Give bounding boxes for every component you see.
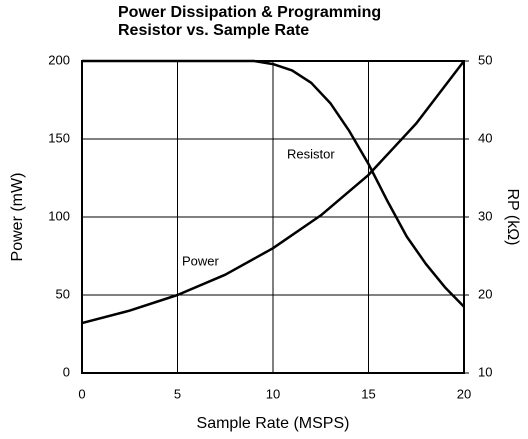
y2-tick-label: 10 (478, 364, 492, 379)
x-tick-label: 15 (361, 386, 375, 401)
y2-tick-label: 30 (478, 208, 492, 223)
series-label: Power (182, 253, 220, 268)
x-tick-label: 20 (457, 386, 471, 401)
series-line (81, 60, 465, 325)
series-label: Resistor (287, 146, 335, 161)
y2-tick-label: 20 (478, 286, 492, 301)
chart-title: Resistor vs. Sample Rate (118, 22, 309, 39)
y-tick-label: 200 (48, 52, 70, 67)
y2-tick-label: 50 (478, 52, 492, 67)
plot-frame (81, 60, 465, 374)
y2-tick-label: 40 (478, 130, 492, 145)
series-line (82, 59, 465, 308)
x-tick-label: 5 (174, 386, 181, 401)
x-axis-label: Sample Rate (MSPS) (197, 415, 350, 432)
y-axis-label: Power (mW) (9, 173, 26, 262)
y-tick-label: 100 (48, 208, 70, 223)
x-tick-label: 0 (78, 386, 85, 401)
x-tick-label: 10 (266, 386, 280, 401)
y2-axis-label: RP (kΩ) (504, 189, 521, 246)
y-tick-label: 150 (48, 130, 70, 145)
y-tick-label: 0 (63, 364, 70, 379)
chart-title: Power Dissipation & Programming (118, 4, 381, 21)
y-tick-label: 50 (56, 286, 70, 301)
